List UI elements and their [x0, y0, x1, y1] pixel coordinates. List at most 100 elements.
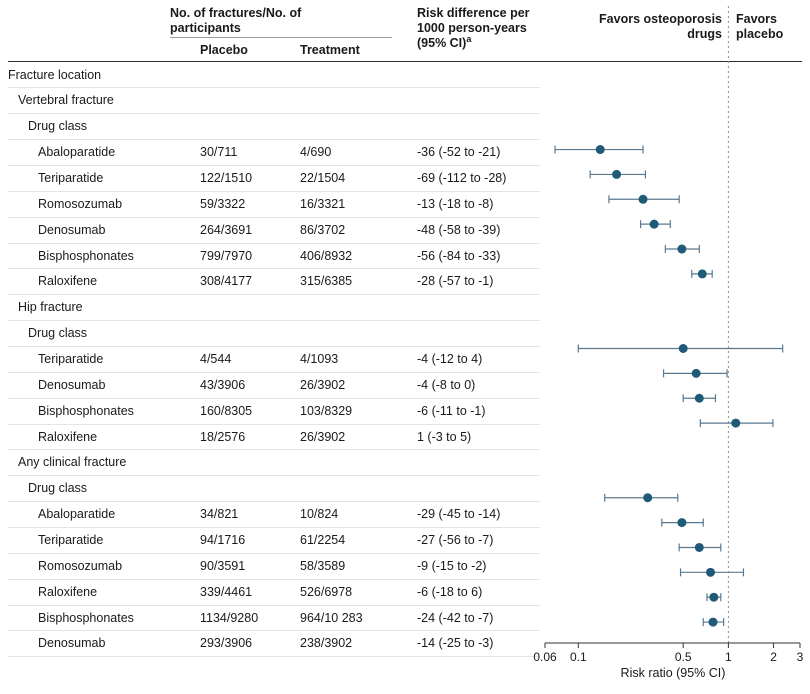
section-label: Drug class — [28, 326, 88, 341]
treatment-value: 61/2254 — [300, 532, 346, 547]
section-row: Drug class — [8, 476, 540, 503]
x-axis-tick-label: 0.1 — [570, 650, 587, 664]
drug-name: Raloxifene — [38, 584, 98, 599]
header-rule — [8, 61, 802, 62]
table-row: Teriparatide 4/544 4/1093 -4 (-12 to 4) — [8, 347, 540, 373]
treatment-value: 406/8932 — [300, 248, 353, 263]
drug-name: Teriparatide — [38, 170, 104, 185]
risk-difference-value: -6 (-11 to -1) — [417, 403, 486, 418]
drug-name: Raloxifene — [38, 429, 98, 444]
drug-name: Denosumab — [38, 636, 106, 651]
drug-name: Teriparatide — [38, 351, 104, 366]
treatment-value: 22/1504 — [300, 170, 346, 185]
placebo-value: 34/821 — [200, 507, 239, 522]
treatment-value: 238/3902 — [300, 636, 353, 651]
treatment-value: 4/690 — [300, 145, 332, 160]
drug-name: Abaloparatide — [38, 507, 116, 522]
drug-name: Denosumab — [38, 377, 106, 392]
placebo-value: 308/4177 — [200, 274, 253, 289]
x-axis-label: Risk ratio (95% CI) — [620, 666, 726, 680]
placebo-value: 30/711 — [200, 145, 238, 160]
risk-difference-value: -14 (-25 to -3) — [417, 636, 494, 651]
x-axis-tick-label: 0.5 — [675, 650, 692, 664]
table-row: Raloxifene 339/4461 526/6978 -6 (-18 to 6) — [8, 580, 540, 606]
section-label: Drug class — [28, 481, 88, 496]
placebo-value: 1134/9280 — [200, 610, 259, 625]
column-group-header-fractures: No. of fractures/No. of participants — [170, 6, 302, 35]
point-estimate — [691, 368, 701, 378]
x-axis-tick-label: 3 — [797, 650, 804, 664]
point-estimate — [694, 542, 704, 552]
drug-name: Bisphosphonates — [38, 403, 134, 418]
treatment-value: 26/3902 — [300, 429, 346, 444]
drug-name: Bisphosphonates — [38, 248, 134, 263]
risk-difference-value: -48 (-58 to -39) — [417, 222, 501, 237]
risk-difference-value: -69 (-112 to -28) — [417, 170, 507, 185]
section-label: Vertebral fracture — [18, 93, 114, 108]
risk-difference-value: -28 (-57 to -1) — [417, 274, 494, 289]
point-estimate — [708, 617, 718, 627]
point-estimate — [612, 169, 622, 179]
point-estimate — [694, 393, 704, 403]
section-row: Hip fracture — [8, 295, 540, 322]
table-row: Abaloparatide 34/821 10/824 -29 (-45 to -14… — [8, 502, 540, 528]
drug-name: Romosozumab — [38, 558, 123, 573]
risk-diff-footnote-marker: a — [466, 33, 472, 44]
table-row: Abaloparatide 30/711 4/690 -36 (-52 to -21) — [8, 140, 540, 166]
section-label: Drug class — [28, 119, 88, 134]
section-label: Hip fracture — [18, 300, 83, 315]
point-estimate — [595, 145, 605, 155]
treatment-value: 4/1093 — [300, 351, 339, 366]
table-row: Bisphosphonates 799/7970 406/8932 -56 (-84 … — [8, 244, 540, 270]
risk-difference-value: -27 (-56 to -7) — [417, 532, 494, 547]
table-row: Romosozumab 90/3591 58/3589 -9 (-15 to -2) — [8, 554, 540, 580]
placebo-value: 18/2576 — [200, 429, 246, 444]
placebo-value: 122/1510 — [200, 170, 253, 185]
risk-difference-value: -13 (-18 to -8) — [417, 196, 494, 211]
point-estimate — [678, 344, 688, 354]
table-row: Teriparatide 122/1510 22/1504 -69 (-112 to … — [8, 166, 540, 192]
section-row: Any clinical fracture — [8, 450, 540, 477]
risk-diff-header-text: Risk difference per 1000 person-years (9… — [417, 6, 530, 50]
section-label: Any clinical fracture — [18, 455, 127, 470]
placebo-value: 43/3906 — [200, 377, 246, 392]
x-axis-tick-label: 2 — [770, 650, 777, 664]
placebo-value: 94/1716 — [200, 532, 246, 547]
section-row: Drug class — [8, 114, 540, 141]
x-axis-tick-label: 1 — [725, 650, 732, 664]
placebo-value: 160/8305 — [200, 403, 253, 418]
placebo-value: 293/3906 — [200, 636, 253, 651]
favors-placebo-label: Favors placebo — [736, 12, 784, 41]
placebo-value: 4/544 — [200, 351, 232, 366]
point-estimate — [677, 244, 687, 254]
point-estimate — [677, 518, 687, 528]
risk-difference-value: -56 (-84 to -33) — [417, 248, 501, 263]
table-row: Denosumab 293/3906 238/3902 -14 (-25 to -3) — [8, 631, 540, 658]
treatment-value: 86/3702 — [300, 222, 346, 237]
drug-name: Teriparatide — [38, 532, 104, 547]
column-header-risk-difference: Risk difference per 1000 person-years (9… — [417, 6, 549, 51]
table-row: Bisphosphonates 160/8305 103/8329 -6 (-11 t… — [8, 399, 540, 425]
drug-name: Romosozumab — [38, 196, 123, 211]
treatment-value: 315/6385 — [300, 274, 353, 289]
placebo-value: 799/7970 — [200, 248, 253, 263]
point-estimate — [643, 493, 653, 503]
risk-difference-value: 1 (-3 to 5) — [417, 429, 472, 444]
placebo-value: 90/3591 — [200, 558, 246, 573]
risk-difference-value: -36 (-52 to -21) — [417, 145, 501, 160]
risk-difference-value: -29 (-45 to -14) — [417, 507, 501, 522]
point-estimate — [649, 219, 659, 229]
drug-name: Raloxifene — [38, 274, 98, 289]
risk-difference-value: -6 (-18 to 6) — [417, 584, 483, 599]
treatment-value: 58/3589 — [300, 558, 346, 573]
risk-difference-value: -24 (-42 to -7) — [417, 610, 494, 625]
point-estimate — [709, 592, 719, 602]
treatment-value: 964/10 283 — [300, 610, 363, 625]
treatment-value: 526/6978 — [300, 584, 353, 599]
section-row: Vertebral fracture — [8, 88, 540, 115]
table-row: Bisphosphonates 1134/9280 964/10 283 -24 (-… — [8, 606, 540, 632]
table-row: Denosumab 43/3906 26/3902 -4 (-8 to 0) — [8, 373, 540, 399]
drug-name: Abaloparatide — [38, 145, 116, 160]
table-row: Denosumab 264/3691 86/3702 -48 (-58 to -39) — [8, 218, 540, 244]
table-row: Teriparatide 94/1716 61/2254 -27 (-56 to -7… — [8, 528, 540, 554]
